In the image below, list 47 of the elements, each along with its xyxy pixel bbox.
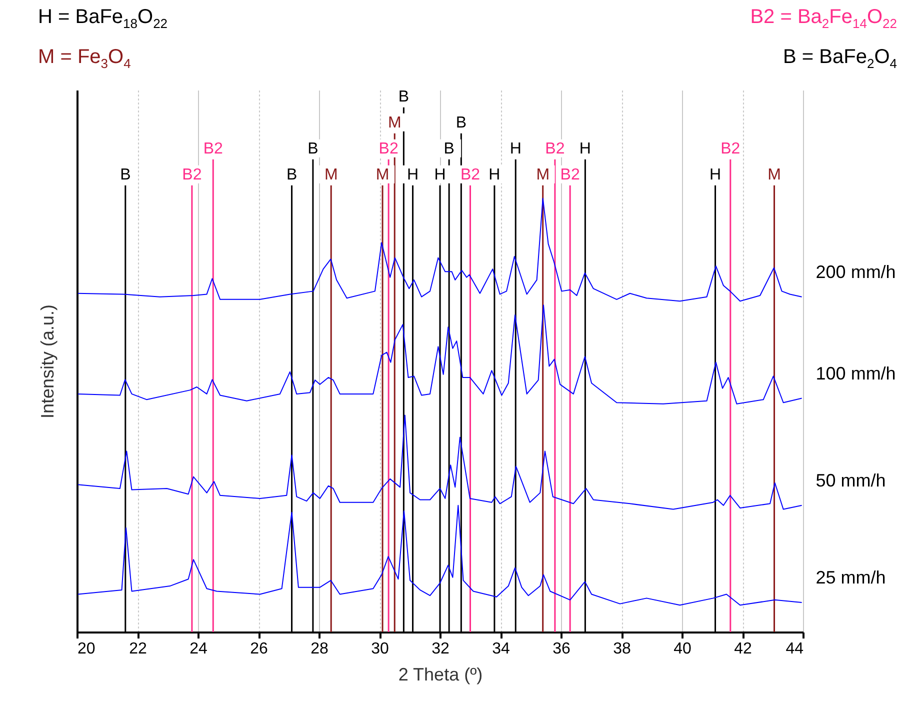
ref-line-label: H xyxy=(510,140,522,158)
ref-line-label: B xyxy=(308,140,318,158)
ref-line-label: M xyxy=(324,166,338,184)
x-tick-label: 34 xyxy=(492,640,510,658)
x-tick-label: 22 xyxy=(129,640,147,658)
ref-line-label: H xyxy=(488,166,500,184)
text: H = BaFe$_{18}$O$_{22}$ xyxy=(38,6,168,31)
series-label: 25 mm/h xyxy=(816,568,886,588)
series-label: 100 mm/h xyxy=(816,363,896,384)
text: B = BaFe$_{2}$O$_{4}$ xyxy=(783,46,897,71)
x-tick-label: 28 xyxy=(310,640,328,658)
ref-line-label: H xyxy=(406,166,419,184)
ref-line-label: H xyxy=(434,166,446,184)
text: B2 = Ba$_{2}$Fe$_{14}$O$_{22}$ xyxy=(750,6,897,31)
ref-line-label: B2 xyxy=(203,140,224,158)
x-tick-label: 24 xyxy=(190,640,208,658)
x-tick-label: 20 xyxy=(78,640,96,658)
x-tick-label: 40 xyxy=(674,640,692,658)
x-tick-label: 32 xyxy=(432,640,450,658)
ref-line-label: M xyxy=(388,114,402,132)
ref-line-label: B2 xyxy=(545,140,565,158)
x-tick-label: 26 xyxy=(250,640,268,658)
ref-line-label: B2 xyxy=(460,166,480,184)
ref-line-label: H xyxy=(709,166,722,184)
ref-line-label: B2 xyxy=(720,140,740,158)
ref-line-label: H xyxy=(579,140,591,158)
y-axis-title: Intensity (a.u.) xyxy=(38,304,58,419)
ref-line-label: B xyxy=(120,166,131,184)
ref-line-label: B2 xyxy=(182,166,202,184)
ref-line-label: M xyxy=(768,166,781,184)
x-tick-label: 44 xyxy=(786,640,804,658)
ref-line-label: B xyxy=(286,166,298,184)
ref-line-label: B2 xyxy=(560,166,580,184)
x-tick-label: 38 xyxy=(613,640,631,658)
ref-line-label: M xyxy=(376,166,390,184)
series-label: 200 mm/h xyxy=(816,262,896,282)
ref-line-label: B2 xyxy=(378,140,398,158)
x-axis-title: 2 Theta (º) xyxy=(398,664,483,684)
ref-line-label: B xyxy=(398,88,410,106)
series-label: 50 mm/h xyxy=(816,470,886,490)
text: M = Fe$_{3}$O$_{4}$ xyxy=(38,46,131,71)
x-tick-label: 30 xyxy=(371,640,389,658)
x-tick-label: 42 xyxy=(734,640,752,658)
ref-line-label: B xyxy=(444,140,454,158)
ref-line-label: M xyxy=(536,166,550,184)
ref-line-label: B xyxy=(456,114,467,132)
x-tick-label: 36 xyxy=(552,640,570,658)
